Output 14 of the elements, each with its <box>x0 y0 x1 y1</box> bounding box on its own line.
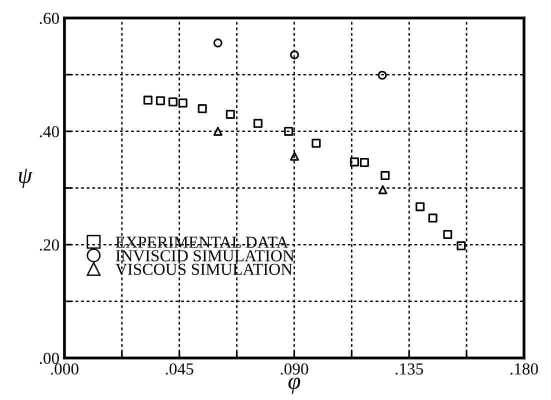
y-tick-label: .20 <box>40 239 59 251</box>
x-axis-title: φ <box>288 378 300 394</box>
x-tick-label: .135 <box>396 363 424 375</box>
x-tick-label: .090 <box>280 363 308 375</box>
y-axis-title: ψ <box>18 168 33 188</box>
legend-label: VISCOUS SIMULATION <box>116 264 292 276</box>
y-tick-label: .40 <box>40 126 59 138</box>
legend-label: EXPERIMENTAL DATA <box>116 236 288 248</box>
legend-label: INVISCID SIMULATION <box>116 250 294 262</box>
x-tick-label: .045 <box>166 363 194 375</box>
x-tick-label: .000 <box>50 363 78 375</box>
y-tick-label: .60 <box>40 12 59 24</box>
y-tick-label: .00 <box>40 352 59 364</box>
x-tick-label: .180 <box>510 363 538 375</box>
